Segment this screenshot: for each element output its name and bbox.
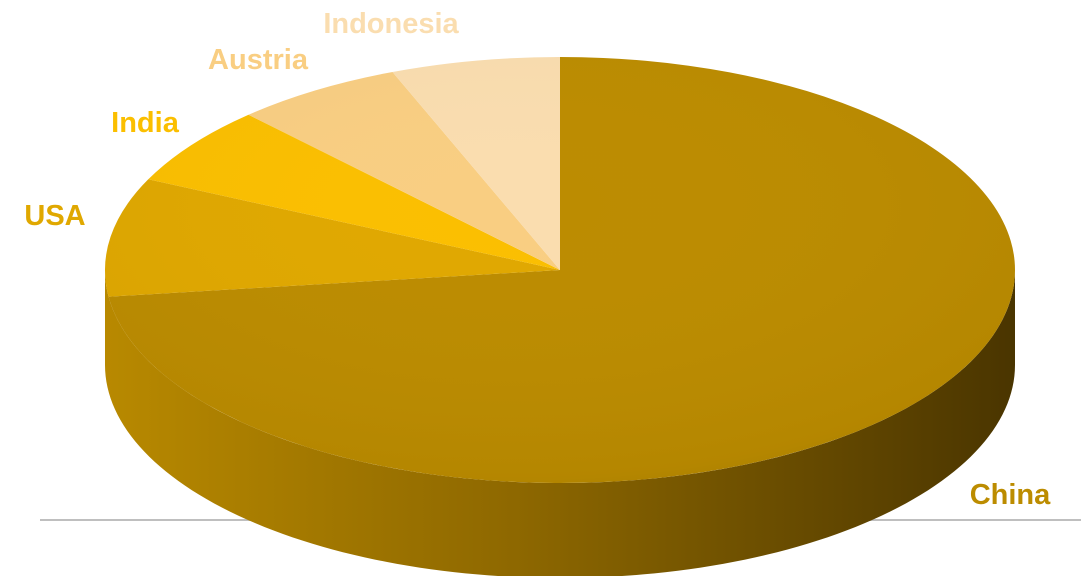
slice-label-indonesia: Indonesia (323, 8, 459, 40)
pie-top-shading (105, 57, 1015, 483)
pie-side-wall (105, 270, 1015, 578)
slice-label-china: China (970, 479, 1051, 511)
slice-label-usa: USA (24, 200, 85, 232)
slice-label-austria: Austria (208, 44, 309, 76)
slice-label-india: India (111, 107, 180, 139)
